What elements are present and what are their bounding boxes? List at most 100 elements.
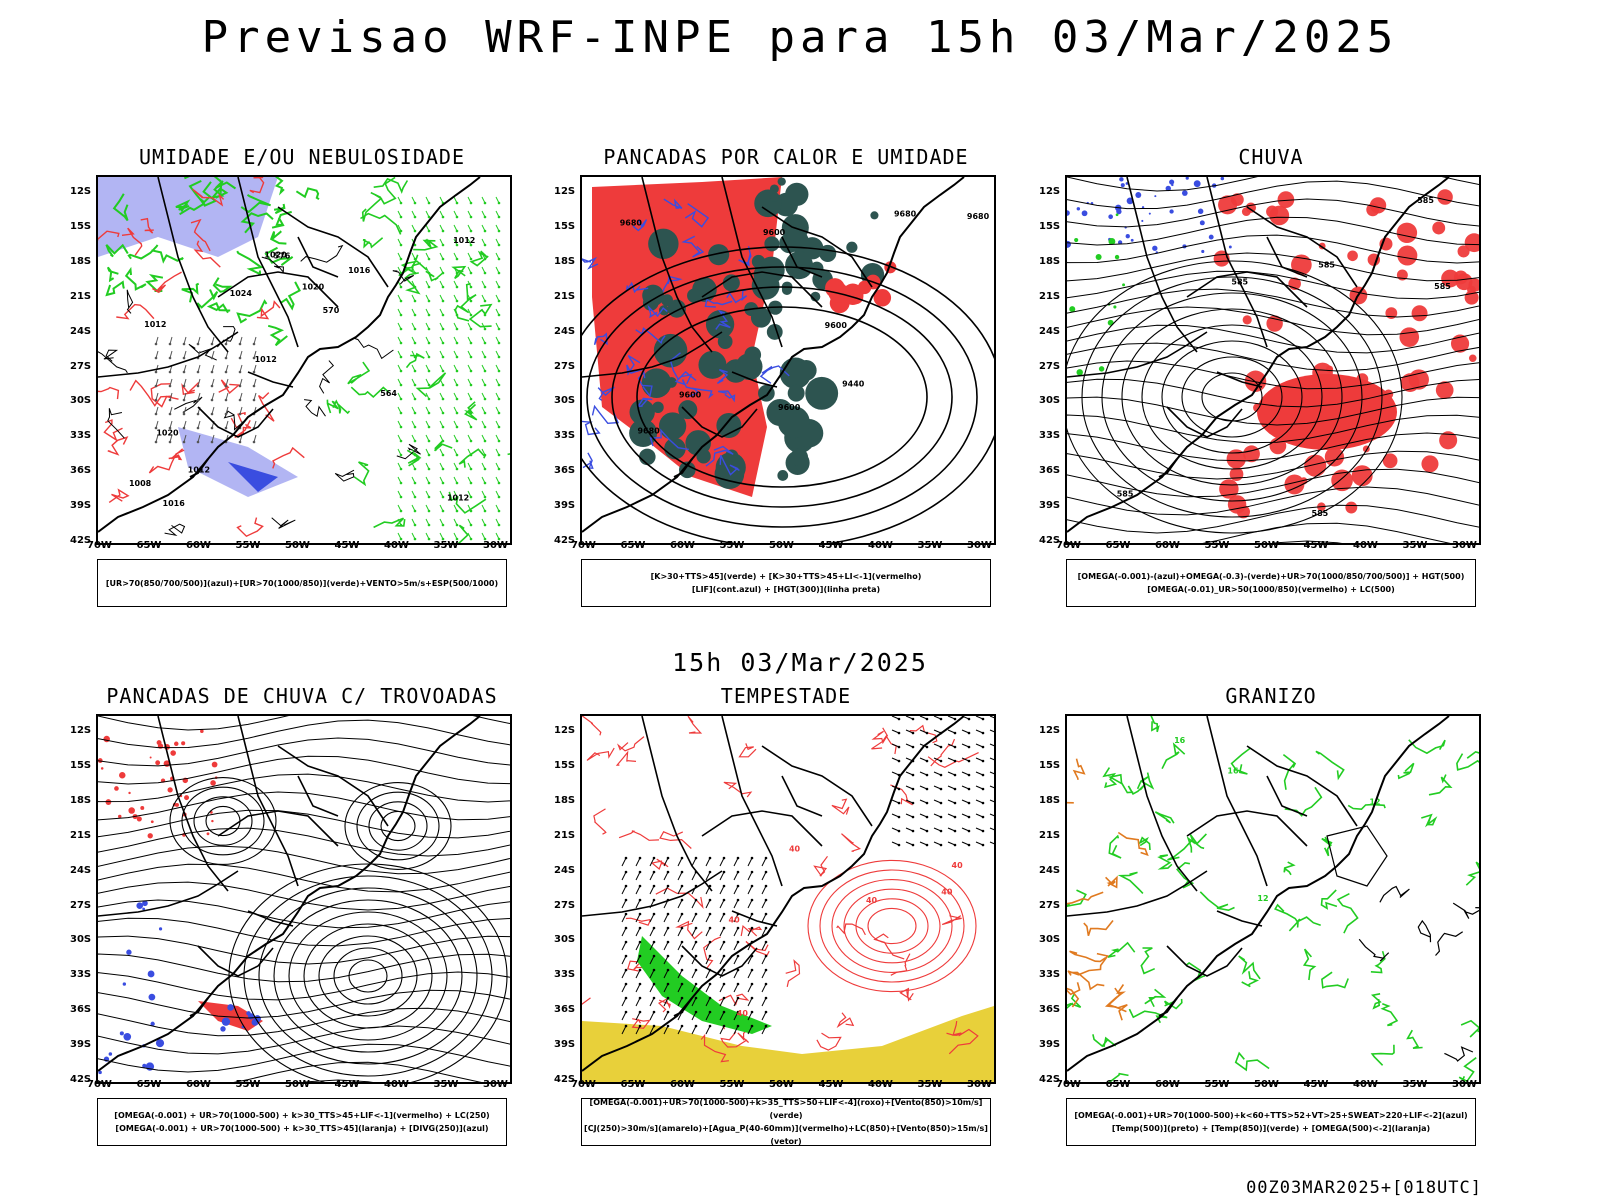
longitude-label: 65W [1105, 540, 1131, 551]
longitude-label: 55W [719, 1079, 745, 1090]
longitude-label: 65W [136, 1079, 162, 1090]
contour-label: 9600 [679, 390, 702, 399]
latitude-label: 15S [1039, 759, 1061, 771]
longitude-label: 60W [186, 540, 211, 551]
longitude-label: 30W [483, 1079, 508, 1090]
contour-label: 9600 [778, 403, 801, 412]
longitude-label: 35W [917, 540, 943, 551]
contour-label: 1020 [302, 283, 325, 292]
panel-legend: [OMEGA(-0.001)+UR>70(1000-500)+k>35_TTS>… [581, 1098, 991, 1146]
longitude-label: 40W [868, 540, 893, 551]
contour-label: 1012 [144, 320, 166, 329]
main-title: Previsao WRF-INPE para 15h 03/Mar/2025 [201, 12, 1399, 63]
forecast-map: 12 12 16 16 [1065, 714, 1481, 1084]
latitude-label: 18S [70, 794, 92, 806]
contour-label: 585 [1117, 489, 1134, 498]
latitude-label: 42S [554, 1074, 576, 1085]
contour-label: 1020 [156, 429, 179, 438]
legend-line: [K>30+TTS>45](verde) + [K>30+TTS>45+LI<-… [650, 572, 922, 581]
legend-line: [OMEGA(-0.001) + UR>70(1000-500) + k>30_… [115, 1124, 489, 1133]
latitude-label: 21S [554, 829, 576, 841]
latitude-label: 42S [554, 535, 576, 546]
latitude-label: 42S [1039, 1074, 1061, 1085]
latitude-label: 33S [1039, 969, 1061, 981]
longitude-label: 45W [1303, 540, 1329, 551]
longitude-label: 45W [334, 1079, 360, 1090]
longitude-label: 70W [571, 540, 596, 551]
longitude-label: 55W [235, 540, 261, 551]
longitude-label: 55W [719, 540, 745, 551]
contour-label: 40 [866, 896, 878, 905]
contour-label: 12 [1257, 894, 1268, 903]
latitude-label: 12S [70, 186, 92, 197]
latitude-label: 36S [554, 465, 576, 477]
contour-label: 1020 [264, 250, 287, 259]
longitude-label: 65W [1105, 1079, 1131, 1090]
legend-line: [OMEGA(-0.001)+UR>70(1000-500)+k<60+TTS>… [1074, 1111, 1468, 1120]
latitude-label: 12S [554, 186, 576, 197]
longitude-label: 50W [285, 1079, 310, 1090]
latitude-label: 42S [70, 1074, 92, 1085]
longitude-label: 35W [433, 540, 459, 551]
latitude-label: 12S [70, 725, 92, 736]
panel-legend: [UR>70(850/700/500)](azul)+[UR>70(1000/8… [97, 559, 507, 607]
contour-label: 16 [1174, 736, 1186, 745]
legend-line: [CJ(250)>30m/s](amarelo)+[Agua_P(40-60mm… [584, 1124, 988, 1146]
latitude-label: 24S [70, 864, 92, 876]
panel-title: PANCADAS POR CALOR E UMIDADE [603, 145, 969, 169]
panel-title: UMIDADE E/OU NEBULOSIDADE [138, 145, 466, 169]
contour-label: 9600 [825, 321, 848, 330]
longitude-label: 30W [967, 1079, 992, 1090]
latitude-label: 15S [70, 759, 92, 771]
panel-legend: [OMEGA(-0.001)-(azul)+OMEGA(-0.3)-(verde… [1066, 559, 1476, 607]
contour-label: 1012 [453, 236, 475, 245]
latitude-label: 24S [554, 864, 576, 876]
latitude-label: 18S [70, 255, 92, 267]
panel-title: CHUVA [1238, 145, 1304, 169]
longitude-label: 50W [285, 540, 310, 551]
latitude-label: 15S [1039, 220, 1061, 232]
latitude-label: 15S [554, 220, 576, 232]
latitude-label: 39S [70, 1039, 92, 1051]
longitude-label: 35W [1402, 540, 1428, 551]
latitude-label: 15S [554, 759, 576, 771]
latitude-label: 42S [70, 535, 92, 546]
legend-line: [OMEGA(-0.001)-(azul)+OMEGA(-0.3)-(verde… [1077, 572, 1465, 581]
longitude-label: 45W [818, 1079, 844, 1090]
longitude-label: 50W [769, 1079, 794, 1090]
legend-line: [LIF](cont.azul) + [HGT(300)](linha pret… [691, 585, 881, 594]
longitude-label: 50W [1254, 1079, 1279, 1090]
latitude-label: 30S [1039, 934, 1061, 946]
contour-label: 16 [1227, 766, 1239, 775]
contour-label: 576 [274, 251, 291, 260]
longitude-label: 65W [620, 1079, 646, 1090]
latitude-label: 42S [1039, 535, 1061, 546]
longitude-label: 35W [1402, 1079, 1428, 1090]
latitude-label: 36S [1039, 465, 1061, 477]
latitude-label: 12S [1039, 725, 1061, 736]
panel-legend: [K>30+TTS>45](verde) + [K>30+TTS>45+LI<-… [581, 559, 991, 607]
legend-line: [UR>70(850/700/500)](azul)+[UR>70(1000/8… [105, 578, 499, 588]
latitude-label: 39S [554, 500, 576, 512]
contour-label: 585 [1318, 260, 1335, 269]
latitude-label: 27S [1039, 360, 1061, 372]
longitude-label: 55W [1204, 1079, 1230, 1090]
legend-line: [OMEGA(-0.001)+UR>70(1000-500)+k>35_TTS>… [589, 1098, 983, 1120]
latitude-label: 21S [70, 290, 92, 302]
contour-label: 40 [952, 861, 964, 870]
longitude-label: 45W [1303, 1079, 1329, 1090]
longitude-label: 30W [1452, 540, 1477, 551]
latitude-label: 30S [70, 934, 92, 946]
contour-label: 585 [1434, 282, 1451, 291]
longitude-label: 70W [87, 540, 112, 551]
latitude-label: 39S [1039, 1039, 1061, 1051]
latitude-label: 27S [70, 360, 92, 372]
run-timestamp: 00Z03MAR2025+[018UTC] [1246, 1178, 1482, 1198]
panel-legend: [OMEGA(-0.001)+UR>70(1000-500)+k<60+TTS>… [1066, 1098, 1476, 1146]
latitude-label: 18S [1039, 255, 1061, 267]
contour-label: 9680 [620, 219, 643, 228]
longitude-label: 65W [620, 540, 646, 551]
contour-label: 9680 [894, 210, 917, 219]
latitude-label: 33S [1039, 430, 1061, 442]
